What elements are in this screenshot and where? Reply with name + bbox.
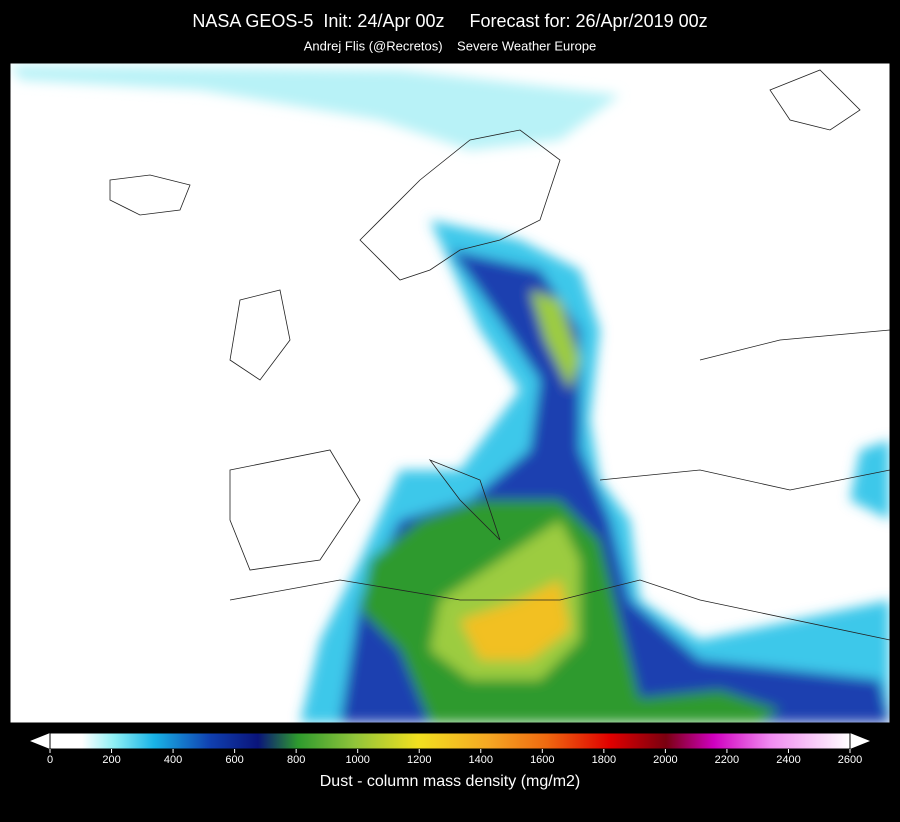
colorbar-tick-label: 200 — [102, 754, 120, 766]
colorbar-ramp — [49, 732, 851, 750]
colorbar-arrow-left — [30, 733, 50, 749]
colorbar-tick-label: 400 — [164, 754, 182, 766]
dust-field — [10, 65, 890, 723]
colorbar-tick-label: 0 — [47, 754, 53, 766]
coastlines — [109, 69, 890, 641]
colorbar-tick-label: 2600 — [838, 754, 862, 766]
colorbar-tick-label: 600 — [225, 754, 243, 766]
colorbar-tick-label: 2400 — [776, 754, 800, 766]
colorbar-tick-label: 1600 — [530, 754, 554, 766]
colorbar-tick-label: 800 — [287, 754, 305, 766]
map — [10, 63, 890, 723]
colorbar-tick-label: 1400 — [469, 754, 493, 766]
colorbar — [30, 732, 870, 750]
colorbar-tick-label: 1800 — [592, 754, 616, 766]
title: NASA GEOS-5 Init: 24/Apr 00z Forecast fo… — [192, 11, 707, 31]
colorbar-tick-label: 1000 — [345, 754, 369, 766]
colorbar-label: Dust - column mass density (mg/m2) — [320, 773, 581, 790]
colorbar-tick-label: 2200 — [715, 754, 739, 766]
colorbar-tick-label: 2000 — [653, 754, 677, 766]
subtitle: Andrej Flis (@Recretos) Severe Weather E… — [304, 38, 597, 53]
colorbar-tick-label: 1200 — [407, 754, 431, 766]
map-frame — [9, 62, 891, 724]
colorbar-arrow-right — [850, 733, 870, 749]
